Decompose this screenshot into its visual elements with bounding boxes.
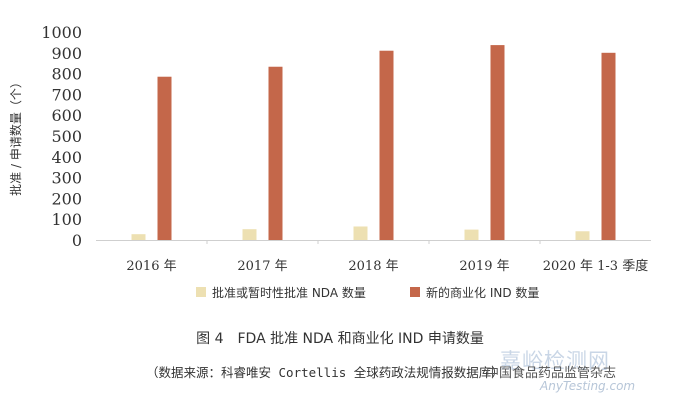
legend: 批准或暂时性批准 NDA 数量 新的商业化 IND 数量 [196, 285, 539, 300]
watermark-brand: 嘉峪检测网 [500, 349, 610, 373]
bars [131, 45, 616, 241]
y-tick-label: 900 [51, 44, 82, 63]
bar-nda [131, 234, 146, 240]
data-source-note: （数据来源：科睿唯安 Cortellis 全球药政法规情报数据库） [146, 365, 504, 380]
x-tick-label: 2019 年 [459, 259, 509, 274]
legend-label-ind: 新的商业化 IND 数量 [426, 285, 539, 300]
legend-swatch-nda [196, 287, 206, 297]
bar-nda [242, 229, 257, 240]
y-tick-label: 800 [51, 65, 82, 84]
watermark-url: AnyTesting.com [540, 379, 636, 393]
bar-ind [379, 50, 394, 240]
figure-caption: 图 4 FDA 批准 NDA 和商业化 IND 申请数量 [196, 331, 484, 347]
y-axis-label: 批准 / 申请数量（个） [8, 76, 23, 196]
y-tick-label: 0 [72, 231, 82, 250]
x-tick-label: 2017 年 [237, 259, 287, 274]
y-tick-label: 300 [51, 169, 82, 188]
x-axis: 2016 年 2017 年 2018 年 2019 年 2020 年 1-3 季度 [96, 240, 651, 274]
legend-label-nda: 批准或暂时性批准 NDA 数量 [212, 285, 366, 300]
y-tick-label: 500 [51, 127, 82, 146]
y-tick-label: 400 [51, 148, 82, 167]
bar-ind [490, 45, 505, 240]
bar-ind [601, 52, 616, 240]
x-tick-label: 2018 年 [348, 259, 398, 274]
y-tick-label: 600 [51, 106, 82, 125]
x-tick-label: 2016 年 [126, 259, 176, 274]
bar-ind [268, 66, 283, 241]
y-tick-label: 100 [51, 210, 82, 229]
bar-nda [575, 231, 590, 240]
watermark-magazine: 中国食品药品监管杂志 [486, 366, 617, 381]
legend-swatch-ind [410, 287, 420, 297]
bar-nda [464, 229, 479, 240]
y-tick-label: 200 [51, 189, 82, 208]
y-tick-label: 700 [51, 85, 82, 104]
bar-ind [157, 76, 172, 240]
x-tick-label: 2020 年 1-3 季度 [543, 258, 648, 274]
bar-nda [353, 226, 368, 240]
y-tick-label: 1000 [41, 23, 82, 42]
